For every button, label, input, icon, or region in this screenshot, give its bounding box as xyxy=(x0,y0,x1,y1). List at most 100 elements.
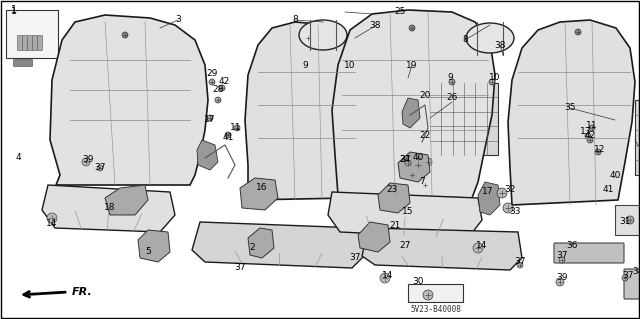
Text: 9: 9 xyxy=(302,61,308,70)
FancyBboxPatch shape xyxy=(28,35,33,50)
Circle shape xyxy=(575,29,581,35)
FancyBboxPatch shape xyxy=(13,60,33,66)
Polygon shape xyxy=(197,140,218,170)
Text: 18: 18 xyxy=(104,204,116,212)
Text: 22: 22 xyxy=(419,130,431,139)
Text: 11: 11 xyxy=(230,123,242,132)
FancyBboxPatch shape xyxy=(17,35,22,50)
Text: 9: 9 xyxy=(447,73,453,83)
Circle shape xyxy=(587,137,593,143)
Polygon shape xyxy=(358,222,390,252)
Ellipse shape xyxy=(466,23,514,53)
Text: 8: 8 xyxy=(462,35,468,44)
Circle shape xyxy=(82,158,90,166)
Polygon shape xyxy=(392,188,422,218)
Text: 42: 42 xyxy=(218,78,230,86)
Circle shape xyxy=(47,213,57,223)
Text: 23: 23 xyxy=(387,186,397,195)
Circle shape xyxy=(305,35,311,41)
Text: 17: 17 xyxy=(204,115,216,124)
Text: 14: 14 xyxy=(382,271,394,279)
Text: 37: 37 xyxy=(349,254,361,263)
Text: 12: 12 xyxy=(595,145,605,154)
FancyBboxPatch shape xyxy=(615,205,640,235)
Text: 24: 24 xyxy=(399,155,411,165)
Text: 32: 32 xyxy=(504,186,516,195)
FancyBboxPatch shape xyxy=(635,100,640,175)
Text: 11: 11 xyxy=(586,121,598,130)
Polygon shape xyxy=(478,182,500,215)
Text: 21: 21 xyxy=(389,220,401,229)
Text: 1: 1 xyxy=(11,8,17,17)
Text: 3: 3 xyxy=(175,16,181,25)
Polygon shape xyxy=(362,228,522,270)
Text: 2: 2 xyxy=(249,243,255,253)
Text: 40: 40 xyxy=(609,170,621,180)
FancyBboxPatch shape xyxy=(22,35,28,50)
Text: 14: 14 xyxy=(476,241,488,249)
Polygon shape xyxy=(508,20,635,205)
Text: 5: 5 xyxy=(145,248,151,256)
Text: 40: 40 xyxy=(412,153,424,162)
Circle shape xyxy=(421,181,429,189)
Circle shape xyxy=(449,79,455,85)
Text: 28: 28 xyxy=(212,85,224,94)
Text: 13: 13 xyxy=(580,128,592,137)
Text: 36: 36 xyxy=(566,241,578,249)
Text: 6: 6 xyxy=(639,147,640,157)
Text: 14: 14 xyxy=(46,219,58,228)
Text: 38: 38 xyxy=(369,21,381,31)
Text: 4: 4 xyxy=(15,153,21,162)
Circle shape xyxy=(556,278,564,286)
Text: 37: 37 xyxy=(234,263,246,272)
FancyBboxPatch shape xyxy=(33,35,38,50)
Circle shape xyxy=(589,125,595,131)
Text: 5V23-B40008: 5V23-B40008 xyxy=(410,306,461,315)
Text: 39: 39 xyxy=(83,155,93,165)
FancyBboxPatch shape xyxy=(408,284,463,302)
FancyBboxPatch shape xyxy=(554,243,624,263)
Circle shape xyxy=(473,243,483,253)
Circle shape xyxy=(595,149,601,155)
Circle shape xyxy=(408,171,416,179)
Text: 19: 19 xyxy=(406,61,418,70)
Circle shape xyxy=(423,290,433,300)
Polygon shape xyxy=(240,178,278,210)
Text: 35: 35 xyxy=(564,103,576,113)
Text: 30: 30 xyxy=(412,278,424,286)
Polygon shape xyxy=(378,183,410,213)
Circle shape xyxy=(207,115,213,121)
Text: 33: 33 xyxy=(509,207,521,217)
Text: 42: 42 xyxy=(584,130,596,139)
Text: 37: 37 xyxy=(94,164,106,173)
Text: 31: 31 xyxy=(620,218,631,226)
FancyBboxPatch shape xyxy=(624,269,640,299)
Text: 37: 37 xyxy=(556,250,568,259)
Circle shape xyxy=(225,132,231,138)
Circle shape xyxy=(424,158,432,166)
Polygon shape xyxy=(42,185,175,232)
Polygon shape xyxy=(402,98,420,128)
Text: 37: 37 xyxy=(399,155,411,165)
Circle shape xyxy=(585,133,591,139)
Polygon shape xyxy=(50,15,208,185)
Circle shape xyxy=(380,273,390,283)
Circle shape xyxy=(215,97,221,103)
Text: 38: 38 xyxy=(494,41,506,49)
Text: 10: 10 xyxy=(489,73,500,83)
Text: 7: 7 xyxy=(419,177,425,187)
Circle shape xyxy=(497,188,507,198)
Circle shape xyxy=(559,257,565,263)
Ellipse shape xyxy=(299,20,347,50)
Text: 16: 16 xyxy=(256,183,268,192)
Polygon shape xyxy=(328,192,482,238)
Polygon shape xyxy=(245,22,362,200)
Circle shape xyxy=(622,275,628,281)
Text: 8: 8 xyxy=(292,16,298,25)
Polygon shape xyxy=(332,10,495,198)
Text: 37: 37 xyxy=(515,257,525,266)
Circle shape xyxy=(405,160,411,166)
FancyBboxPatch shape xyxy=(430,83,498,155)
Circle shape xyxy=(219,85,225,91)
Text: FR.: FR. xyxy=(72,287,93,297)
